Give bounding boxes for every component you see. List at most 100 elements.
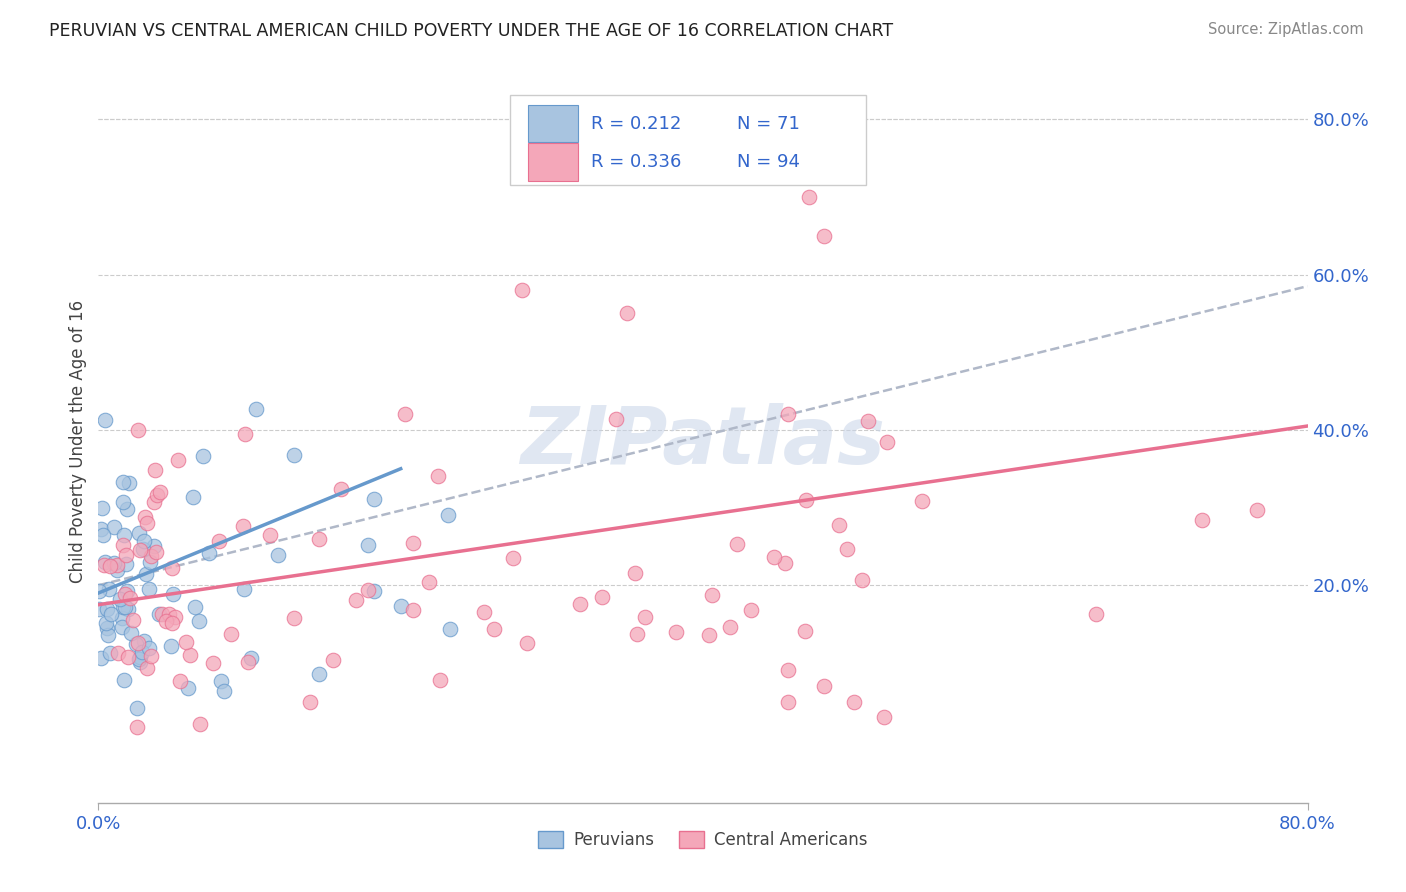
Point	[136, 661, 159, 675]
Point	[131, 645, 153, 659]
Point	[107, 646, 129, 660]
Point	[605, 412, 627, 426]
Point	[128, 652, 150, 666]
Text: ZIPatlas: ZIPatlas	[520, 402, 886, 481]
Point	[219, 627, 242, 641]
Point	[308, 532, 330, 546]
Point	[97, 628, 120, 642]
Point	[389, 599, 412, 613]
Point	[439, 622, 461, 636]
Point	[125, 637, 148, 651]
Point	[135, 567, 157, 582]
Point	[160, 560, 183, 574]
Point	[208, 534, 231, 549]
Point	[330, 482, 353, 496]
Point	[718, 620, 741, 634]
Point	[429, 673, 451, 687]
Point	[516, 636, 538, 650]
Point	[187, 615, 209, 629]
Point	[699, 628, 721, 642]
Point	[93, 558, 115, 572]
Text: PERUVIAN VS CENTRAL AMERICAN CHILD POVERTY UNDER THE AGE OF 16 CORRELATION CHART: PERUVIAN VS CENTRAL AMERICAN CHILD POVER…	[49, 22, 893, 40]
Point	[128, 543, 150, 558]
Point	[110, 591, 132, 606]
Point	[740, 603, 762, 617]
Point	[813, 228, 835, 243]
Point	[111, 495, 134, 509]
Point	[117, 602, 139, 616]
Point	[592, 590, 614, 604]
Point	[94, 555, 117, 569]
Point	[97, 582, 120, 597]
Point	[1246, 503, 1268, 517]
Point	[107, 558, 129, 573]
Point	[911, 493, 934, 508]
Point	[502, 551, 524, 566]
Text: R = 0.336: R = 0.336	[591, 153, 681, 171]
Text: N = 94: N = 94	[737, 153, 800, 171]
Text: R = 0.212: R = 0.212	[591, 115, 681, 133]
Point	[418, 575, 440, 590]
Point	[793, 624, 815, 638]
Text: N = 71: N = 71	[737, 115, 800, 133]
Point	[125, 720, 148, 734]
Point	[115, 548, 138, 562]
Point	[778, 695, 800, 709]
Point	[665, 624, 688, 639]
Point	[813, 679, 835, 693]
Point	[626, 627, 648, 641]
Point	[148, 607, 170, 621]
Point	[184, 599, 207, 614]
Point	[166, 453, 188, 467]
Point	[111, 600, 134, 615]
Point	[143, 495, 166, 509]
Point	[702, 588, 724, 602]
Point	[193, 449, 215, 463]
Point	[160, 640, 183, 654]
Point	[402, 535, 425, 549]
Point	[179, 648, 201, 662]
Point	[141, 549, 163, 563]
Point	[89, 602, 111, 616]
Point	[233, 427, 256, 442]
Point	[139, 649, 162, 664]
Point	[482, 622, 505, 636]
Point	[775, 556, 797, 570]
Text: Source: ZipAtlas.com: Source: ZipAtlas.com	[1208, 22, 1364, 37]
Point	[876, 435, 898, 450]
Point	[96, 621, 118, 635]
Point	[436, 508, 458, 523]
FancyBboxPatch shape	[527, 105, 578, 143]
Y-axis label: Child Poverty Under the Age of 16: Child Poverty Under the Age of 16	[69, 300, 87, 583]
Point	[98, 646, 121, 660]
Point	[232, 582, 254, 597]
Point	[794, 492, 817, 507]
Point	[112, 475, 135, 489]
Point	[259, 528, 281, 542]
Point	[114, 587, 136, 601]
Point	[827, 518, 849, 533]
Point	[1085, 607, 1108, 621]
Point	[90, 651, 112, 665]
Point	[201, 656, 224, 670]
Point	[162, 587, 184, 601]
Point	[114, 599, 136, 614]
Point	[238, 655, 260, 669]
Point	[138, 555, 160, 569]
Point	[212, 684, 235, 698]
Point	[776, 663, 799, 677]
Point	[322, 652, 344, 666]
Point	[112, 528, 135, 542]
Point	[299, 695, 322, 709]
Point	[91, 501, 114, 516]
Point	[132, 534, 155, 549]
Point	[837, 541, 859, 556]
Point	[96, 602, 118, 616]
Point	[132, 542, 155, 557]
Point	[117, 502, 139, 516]
Point	[128, 526, 150, 541]
Point	[402, 603, 425, 617]
Point	[858, 414, 880, 428]
Point	[426, 469, 449, 483]
Point	[112, 673, 135, 688]
